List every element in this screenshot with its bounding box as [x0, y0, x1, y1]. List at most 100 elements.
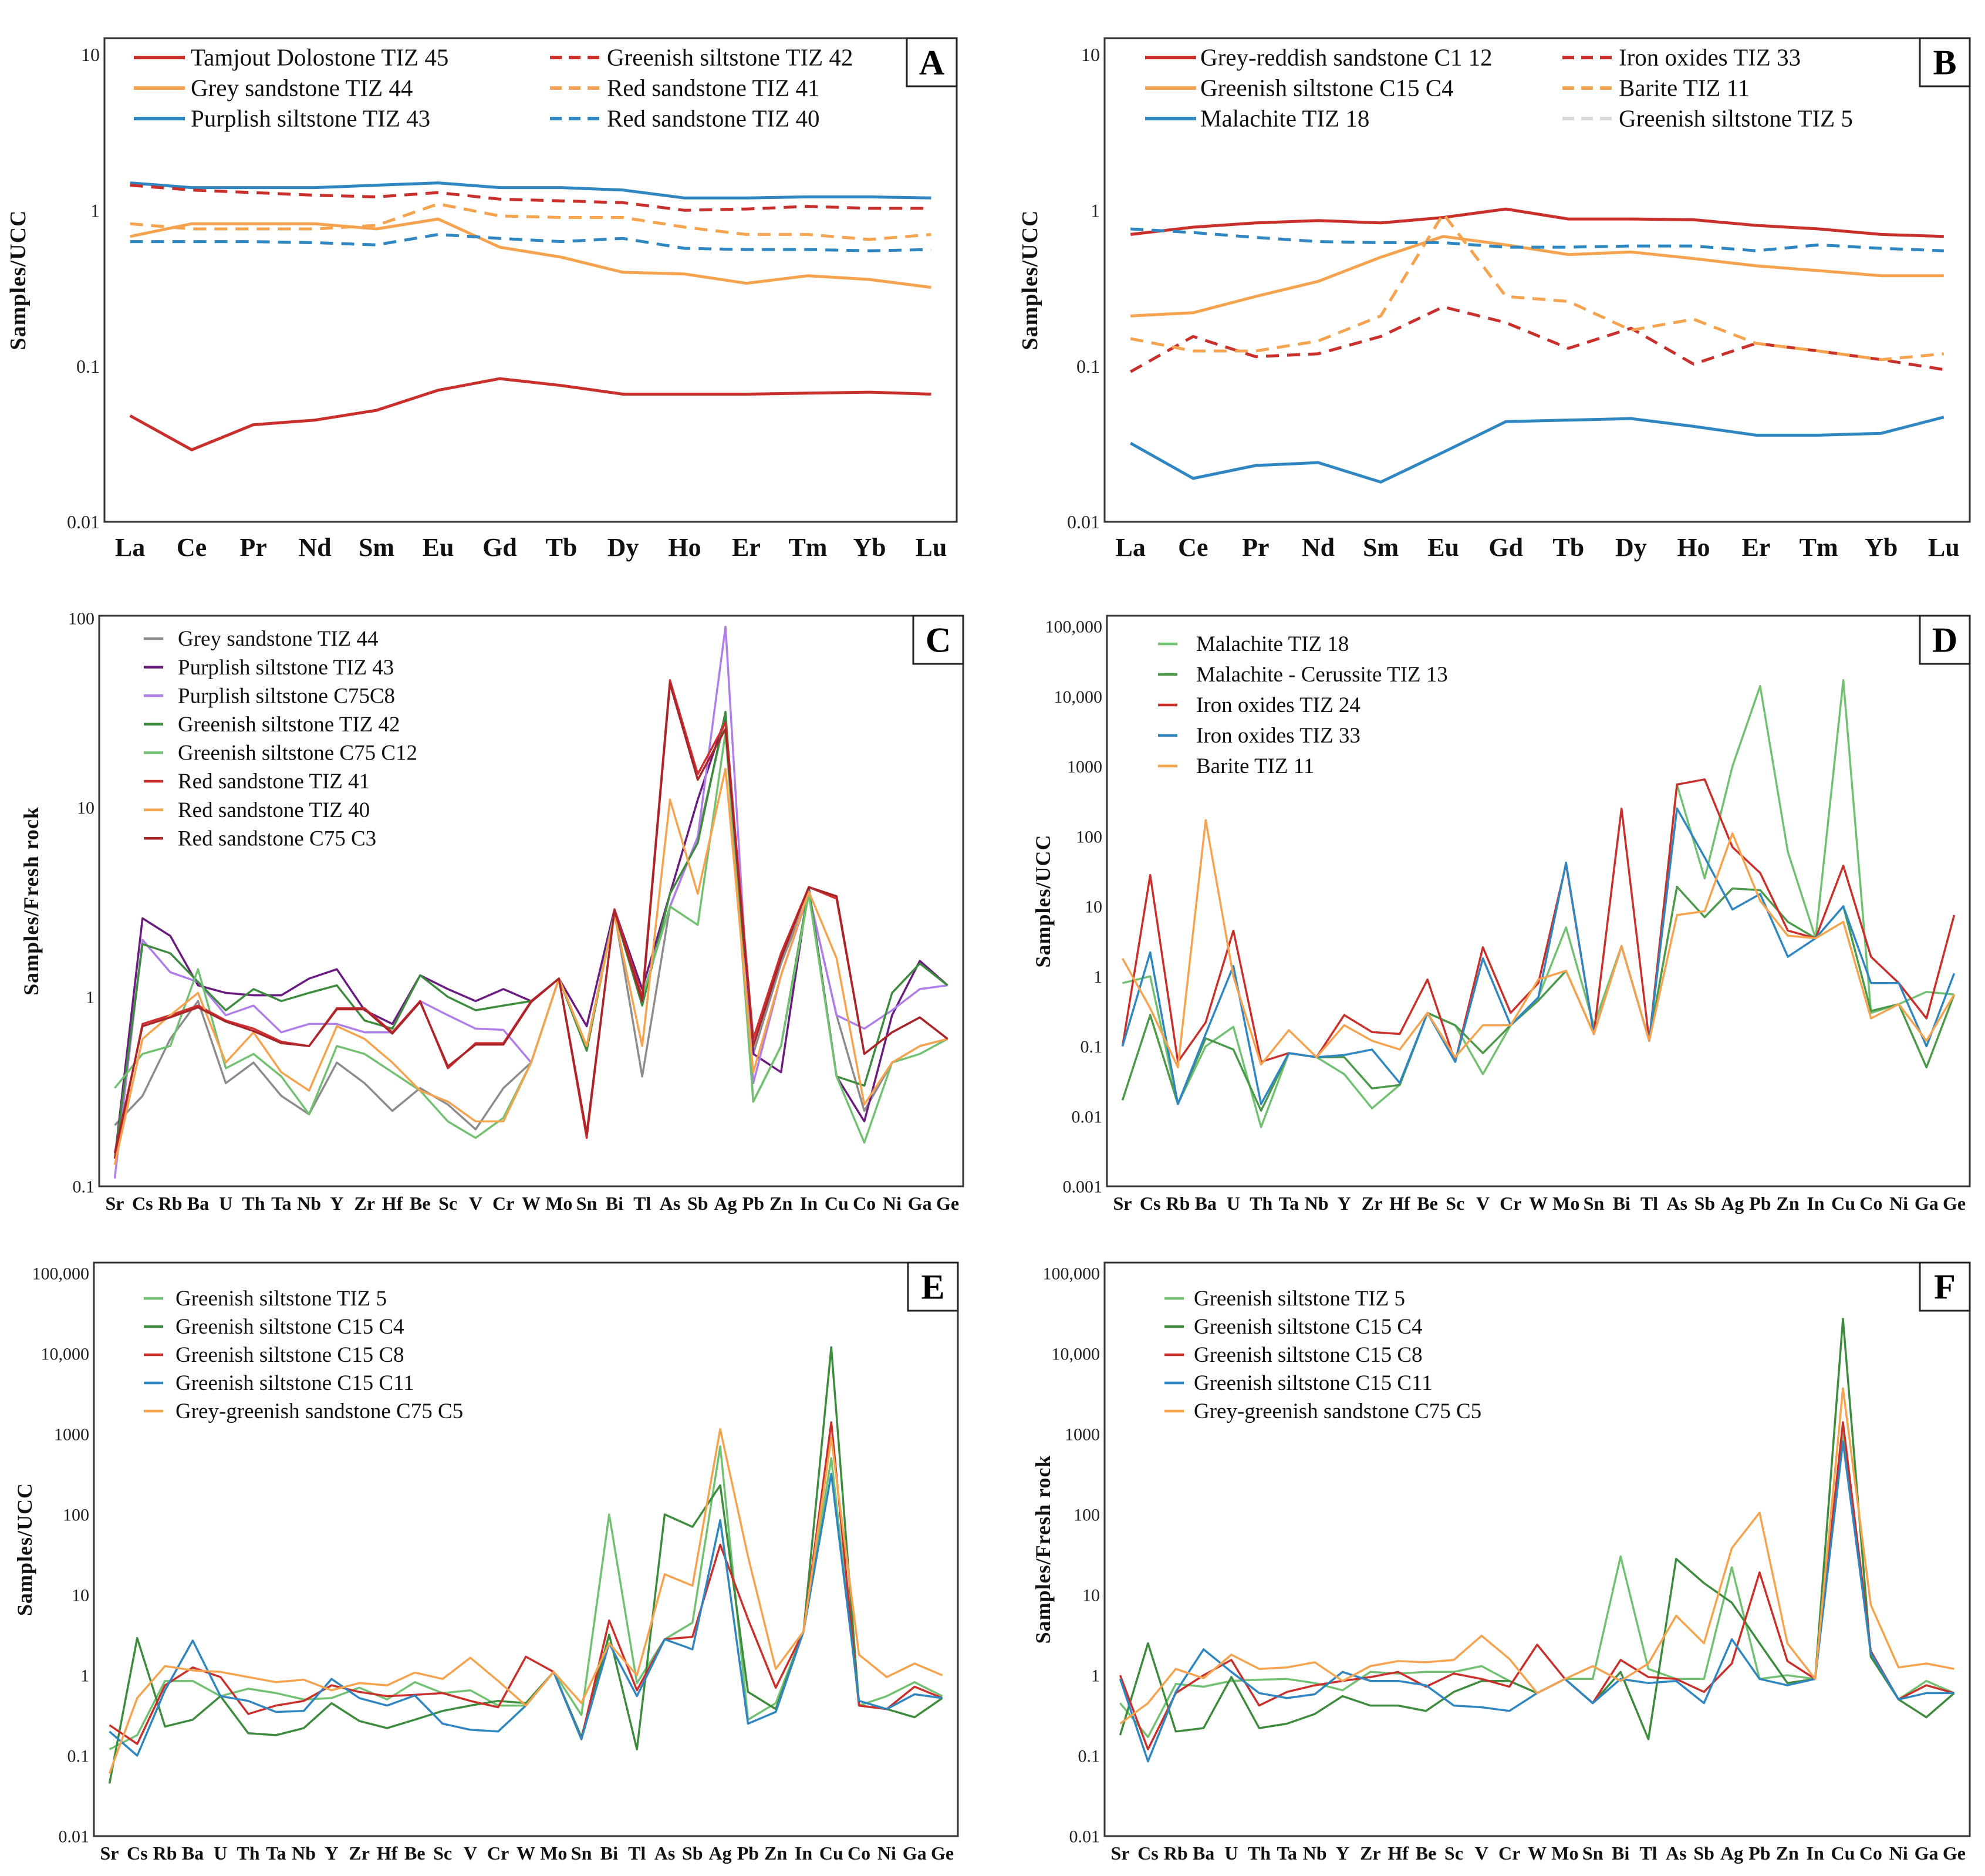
x-tick-label: Ho	[1677, 533, 1710, 562]
x-tick-label: Ta	[266, 1843, 286, 1864]
x-tick-label: La	[1116, 533, 1146, 562]
x-tick-label: Er	[1742, 533, 1771, 562]
legend-label: Red sandstone TIZ 41	[607, 75, 820, 102]
plot-frame	[103, 37, 958, 523]
x-tick-label: Hf	[377, 1843, 398, 1864]
x-tick-label: Zr	[1362, 1193, 1383, 1214]
x-tick-label: Ge	[936, 1193, 959, 1214]
x-tick-label: Tl	[1639, 1843, 1657, 1864]
x-tick-label: Y	[1338, 1193, 1351, 1214]
x-tick-label: Be	[1416, 1843, 1437, 1864]
panel-label: D	[1932, 621, 1957, 660]
y-tick-label: 1	[86, 988, 94, 1007]
y-tick-label: 0.01	[59, 1827, 90, 1847]
legend-label: Barite TIZ 11	[1619, 75, 1750, 102]
x-tick-label: Ni	[883, 1193, 902, 1214]
x-tick-label: Tb	[546, 533, 578, 562]
x-tick-label: Yb	[1865, 533, 1898, 562]
y-tick-label: 10,000	[1054, 687, 1103, 707]
legend-label: Iron oxides TIZ 24	[1196, 693, 1361, 717]
y-tick-label: 10	[1082, 1586, 1100, 1605]
legend-label: Malachite TIZ 18	[1196, 632, 1349, 656]
series-line-grey-sandstone-tiz-44	[130, 217, 931, 289]
series-group	[113, 626, 948, 1179]
x-tick-label: W	[516, 1843, 535, 1864]
legend-label: Greenish siltstone TIZ 42	[178, 713, 400, 737]
x-tick-label: Yb	[853, 533, 886, 562]
y-tick-label: 1000	[1067, 757, 1102, 777]
x-tick-label: Sn	[571, 1843, 592, 1864]
legend: Tamjout Dolostone TIZ 45 Grey sandstone T…	[134, 44, 853, 132]
x-tick-label: Mo	[545, 1193, 572, 1214]
panel-label-box	[912, 615, 964, 665]
series-line-red-sandstone-tiz-41	[130, 202, 931, 241]
panel-label-box	[1919, 615, 1971, 665]
x-tick-label: Sm	[359, 533, 394, 562]
series-group	[1129, 207, 1945, 484]
series-group	[1119, 1318, 1955, 1763]
x-tick-label: Rb	[1166, 1193, 1190, 1214]
plot-frame	[1103, 1261, 1971, 1837]
x-tick-label: Sb	[1694, 1193, 1716, 1214]
y-tick-label: 1	[90, 200, 100, 221]
x-tick-label: Ni	[1889, 1843, 1908, 1864]
series-line-iron-oxides-tiz-33	[1129, 305, 1945, 373]
legend-label: Greenish siltstone C15 C11	[175, 1371, 414, 1395]
panel-label: E	[921, 1268, 944, 1307]
plot-frame	[98, 615, 964, 1187]
legend-label: Malachite - Cerussite TIZ 13	[1196, 663, 1448, 687]
x-tick-label: Co	[1859, 1843, 1882, 1864]
x-tick-label: As	[660, 1193, 681, 1214]
x-tick-label: Gd	[482, 533, 517, 562]
y-tick-label: 0.001	[1063, 1177, 1103, 1197]
x-tick-label: Ni	[877, 1843, 896, 1864]
legend-label: Barite TIZ 11	[1196, 754, 1314, 778]
legend-label: Grey-reddish sandstone C1 12	[1200, 44, 1493, 71]
panel-a: 10 1 0.1 0.01 La Ce Pr Nd Sm Eu Gd Tb Dy Ho Er Tm Yb Lu Sa…	[6, 37, 958, 562]
x-tick-label: Be	[1417, 1193, 1438, 1214]
x-tick-label: Pr	[239, 533, 266, 562]
x-tick-label: In	[1807, 1843, 1824, 1864]
x-tick-label: Pb	[737, 1843, 759, 1864]
x-tick-label: Hf	[382, 1193, 403, 1214]
x-tick-label: Tl	[1640, 1193, 1658, 1214]
y-tick-label: 0.1	[73, 1177, 95, 1197]
x-tick-label: Dy	[1615, 533, 1647, 562]
x-tick-label: Ho	[668, 533, 701, 562]
x-tick-label: Nb	[1305, 1193, 1329, 1214]
legend: Malachite TIZ 18 Malachite - Cerussite TI…	[1158, 632, 1448, 778]
x-tick-label: Cu	[819, 1843, 843, 1864]
panel-label: B	[1933, 43, 1956, 82]
x-tick-label: Lu	[916, 533, 947, 562]
y-tick-label: 100	[1076, 827, 1102, 846]
legend-label: Purplish siltstone TIZ 43	[191, 105, 430, 132]
x-tick-label: V	[1476, 1193, 1490, 1214]
y-tick-label: 10	[1085, 897, 1102, 917]
x-tick-label: Sr	[105, 1193, 124, 1214]
x-tick-label: Ba	[182, 1843, 204, 1864]
y-tick-label: 0.01	[67, 511, 100, 532]
x-tick-label: U	[1227, 1193, 1240, 1214]
x-tick-label: U	[214, 1843, 227, 1864]
series-line-grey-reddish-sandstone-c1-12	[1130, 207, 1944, 238]
x-tick-label: W	[522, 1193, 541, 1214]
series-line-greenish-siltstone-tiz-5	[1130, 227, 1944, 252]
plot-frame	[1106, 615, 1971, 1187]
x-tick-label: Nb	[1303, 1843, 1327, 1864]
x-tick-label: Ag	[1721, 1193, 1744, 1214]
legend-label: Greenish siltstone C15 C4	[175, 1315, 404, 1339]
series-line-barite-tiz-11	[1130, 212, 1945, 362]
x-tick-label: Ge	[1943, 1193, 1966, 1214]
x-tick-label: Mo	[540, 1843, 567, 1864]
x-tick-label: Cr	[1498, 1843, 1520, 1864]
y-tick-label: 100,000	[1043, 1264, 1100, 1284]
x-tick-label: Y	[325, 1843, 338, 1864]
legend: Grey-reddish sandstone C1 12 Greenish sil…	[1145, 44, 1853, 132]
plot-frame	[93, 1261, 959, 1837]
x-tick-label: Sn	[1582, 1843, 1603, 1864]
x-tick-label: Ba	[187, 1193, 209, 1214]
legend-label: Red sandstone TIZ 40	[178, 798, 370, 822]
x-tick-label: Nd	[298, 533, 331, 562]
y-tick-label: 10	[77, 798, 94, 818]
